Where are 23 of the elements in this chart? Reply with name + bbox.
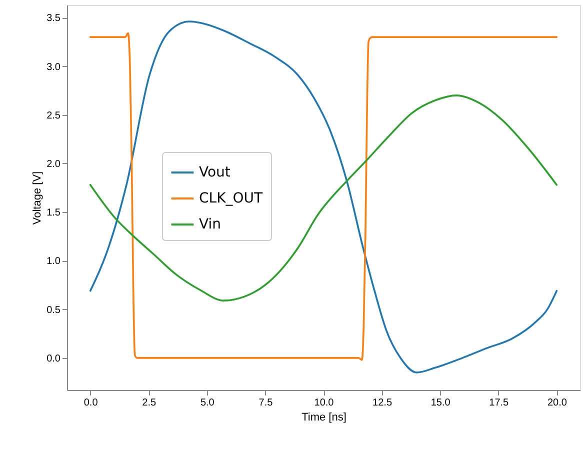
y-tick-label: 1.5 [46, 208, 61, 219]
x-tick-label: 5.0 [200, 398, 215, 408]
x-tick-label: 7.5 [258, 398, 274, 408]
x-axis-title: Time [ns] [302, 412, 346, 424]
y-tick-label: 1.0 [46, 256, 61, 268]
y-tick-label: 2.0 [46, 158, 61, 170]
y-tick-label: 3.0 [46, 62, 61, 73]
x-tick-label: 15.0 [430, 398, 451, 408]
x-tick-label: 10.0 [314, 398, 334, 408]
x-tick-label: 0.0 [84, 398, 98, 408]
x-tick-label: 20.0 [547, 398, 568, 408]
y-axis-title: Voltage [V] [32, 171, 44, 225]
x-tick-label: 12.5 [372, 398, 392, 408]
y-tick-label: 0.5 [46, 304, 61, 316]
legend-label: CLK_OUT [199, 190, 264, 206]
y-tick-label: 3.5 [46, 13, 61, 24]
x-tick-label: 2.5 [142, 398, 156, 408]
line-series [89, 94, 558, 302]
y-tick-label: 0.0 [46, 353, 61, 364]
y-tick-label: 2.5 [46, 110, 61, 122]
legend-label: Vin [199, 216, 222, 232]
x-tick-label: 17.5 [489, 398, 510, 408]
legend-label: Vout [199, 164, 231, 180]
